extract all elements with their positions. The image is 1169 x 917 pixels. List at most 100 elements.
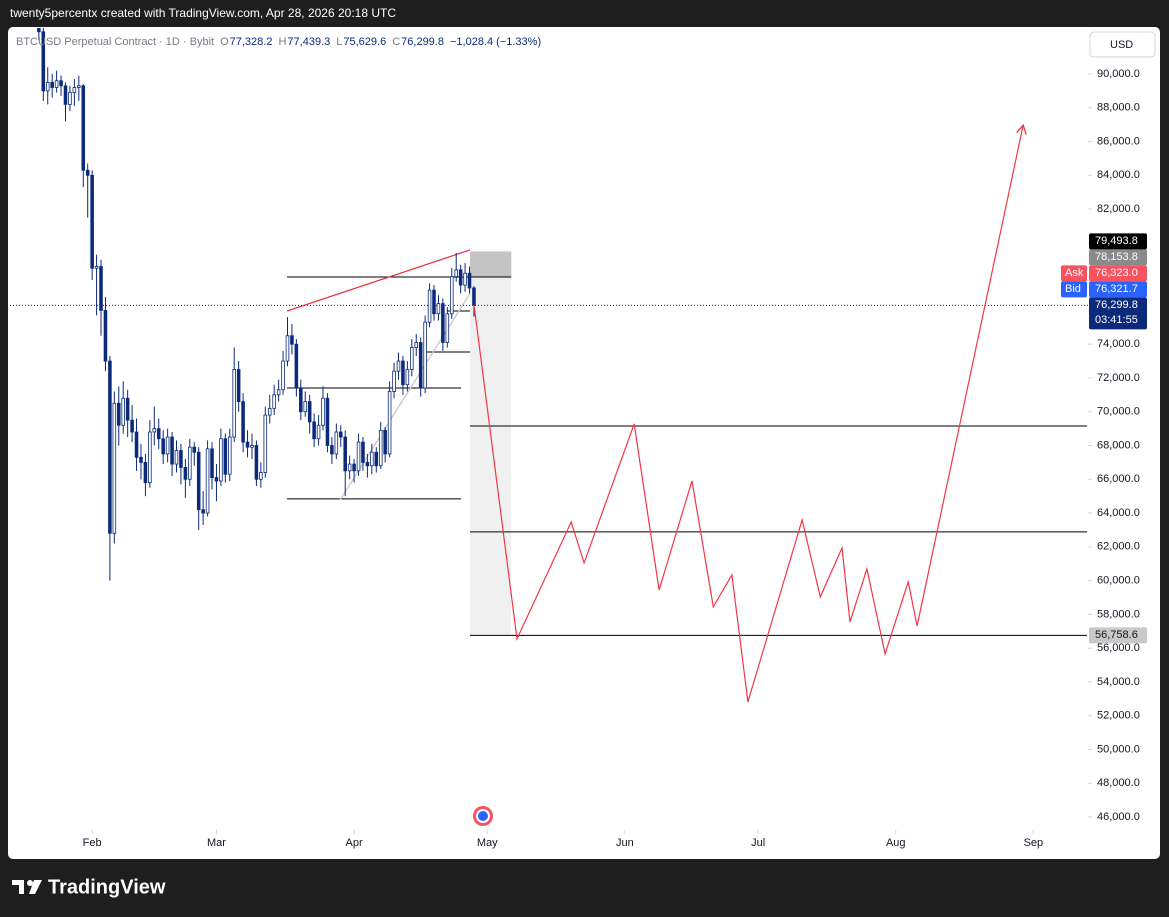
x-tick-label: Jun xyxy=(616,837,634,849)
attribution: twenty5percentx created with TradingView… xyxy=(10,6,396,20)
y-tick-label: 84,000.0 xyxy=(1097,169,1140,181)
candle-body xyxy=(174,450,179,465)
price-label-box xyxy=(1089,233,1147,250)
candle-body xyxy=(401,360,405,386)
candle-body xyxy=(312,421,316,440)
candle-body xyxy=(299,387,303,413)
candle-body xyxy=(423,321,427,389)
trendline xyxy=(286,249,471,312)
candle-body xyxy=(201,509,205,514)
x-tick-label: May xyxy=(477,837,498,849)
currency[interactable]: USD xyxy=(1110,39,1133,51)
candle-body xyxy=(121,397,125,426)
level-label: 56,758.6 xyxy=(1095,629,1138,641)
y-tick-label: 54,000.0 xyxy=(1097,676,1140,688)
candle-body xyxy=(338,431,343,438)
candle-body xyxy=(152,428,157,433)
candle-body xyxy=(321,397,325,426)
candle-body xyxy=(272,394,276,409)
y-tick-label: 88,000.0 xyxy=(1097,102,1140,114)
y-tick-label: 72,000.0 xyxy=(1097,372,1140,384)
price-label: 78,153.8 xyxy=(1095,251,1138,263)
candle-body xyxy=(259,472,263,480)
candle-body xyxy=(383,429,387,455)
x-tick-label: Sep xyxy=(1024,837,1044,849)
candle-body xyxy=(165,436,170,455)
candle-body xyxy=(81,85,86,171)
level-label-box xyxy=(1089,627,1147,644)
candle-body xyxy=(227,436,232,475)
candle-body xyxy=(370,451,374,467)
candle-body xyxy=(250,445,254,448)
candle-body xyxy=(392,370,396,392)
price-label: 79,493.8 xyxy=(1095,235,1138,247)
projection-path xyxy=(473,125,1023,703)
y-tick-label: 82,000.0 xyxy=(1097,203,1140,215)
legend-value: 77,439.3 xyxy=(287,36,330,48)
event-icon xyxy=(473,806,493,826)
y-tick-label: 56,000.0 xyxy=(1097,642,1140,654)
candle-body xyxy=(352,463,356,472)
candle-body xyxy=(214,477,219,482)
candle-body xyxy=(290,335,294,345)
candle-body xyxy=(285,335,290,362)
y-tick-label: 48,000.0 xyxy=(1097,777,1140,789)
candle-body xyxy=(467,272,472,289)
x-tick-label: Feb xyxy=(83,837,102,849)
candle-body xyxy=(205,448,210,514)
currency-button[interactable] xyxy=(1089,31,1156,58)
legend-value: 76,299.8 xyxy=(401,36,444,48)
candle-body xyxy=(50,82,54,88)
candle-body xyxy=(294,343,299,389)
candle-body xyxy=(210,448,214,478)
candle-body xyxy=(436,303,441,315)
candle-body xyxy=(134,431,139,458)
chart-title: BTCUSD Perpetual Contract · 1D · Bybit xyxy=(16,36,214,48)
countdown: 03:41:55 xyxy=(1095,314,1138,326)
candle-body xyxy=(236,369,241,402)
price-tag-box xyxy=(1061,281,1087,298)
x-tick-label: Aug xyxy=(886,837,906,849)
candle-body xyxy=(94,266,99,269)
y-tick-label: 52,000.0 xyxy=(1097,710,1140,722)
candle-body xyxy=(99,266,103,311)
legend-value: 75,629.6 xyxy=(343,36,386,48)
price-tag-box xyxy=(1061,265,1087,282)
candle-body xyxy=(365,461,370,467)
zone xyxy=(469,251,512,277)
candle-body xyxy=(63,85,68,105)
legend-key: L xyxy=(336,36,342,48)
x-tick-label: Apr xyxy=(346,837,363,849)
candle-body xyxy=(59,80,63,87)
logo xyxy=(12,880,42,894)
candle-body xyxy=(68,92,72,105)
candle-body xyxy=(223,438,228,475)
candle-body xyxy=(117,402,121,426)
y-tick-label: 58,000.0 xyxy=(1097,608,1140,620)
price-tag: Bid xyxy=(1065,283,1081,295)
candle-body xyxy=(72,87,77,93)
candle-body xyxy=(410,347,414,370)
price-label: 76,323.0 xyxy=(1095,267,1138,279)
candle-body xyxy=(454,269,458,278)
candle-body xyxy=(232,369,236,438)
price-label-box xyxy=(1089,297,1147,330)
candle-body xyxy=(108,360,112,534)
candle-body xyxy=(325,397,330,446)
candle-body xyxy=(254,445,259,480)
candle-body xyxy=(263,414,268,473)
candle-body xyxy=(276,389,281,396)
chart: 46,000.0 48,000.0 50,000.0 52,000.0 54,000.0… xyxy=(10,28,1147,849)
candle-body xyxy=(90,174,94,269)
candle-body xyxy=(374,451,379,467)
price-label-box xyxy=(1089,281,1147,298)
candle-body xyxy=(347,463,352,472)
y-tick-label: 68,000.0 xyxy=(1097,439,1140,451)
candle-body xyxy=(37,28,41,33)
footer-logo: TradingView xyxy=(48,876,166,898)
candle-body xyxy=(103,310,108,362)
candle-body xyxy=(192,446,197,453)
candle-body xyxy=(196,451,201,511)
candle-body xyxy=(156,428,161,440)
